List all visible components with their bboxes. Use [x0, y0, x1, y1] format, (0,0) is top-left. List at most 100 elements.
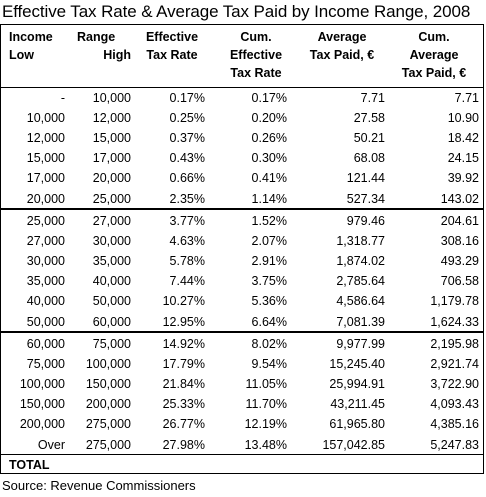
cell-cum-effective-rate: 13.48% [244, 437, 287, 452]
cell-income-low: 17,000 [26, 171, 65, 186]
cell-income-high: 100,000 [85, 357, 131, 372]
total-divider [1, 454, 483, 455]
cell-cum-average-tax: 2,921.74 [430, 357, 479, 372]
header-high: High [103, 48, 131, 62]
header-tax-rate: Tax Rate [146, 48, 198, 62]
cell-income-high: 40,000 [92, 274, 131, 289]
cell-income-low: 25,000 [26, 214, 65, 228]
header-low: Low [9, 48, 34, 62]
cell-average-tax: 979.46 [346, 214, 385, 228]
cell-income-low: 10,000 [26, 111, 65, 126]
cell-cum-average-tax: 1,624.33 [430, 314, 479, 329]
cell-cum-average-tax: 10.90 [447, 111, 479, 126]
cell-income-high: 35,000 [92, 254, 131, 269]
cell-income-high: 150,000 [85, 377, 131, 392]
table-row: 75,000 100,000 17.79% 9.54% 15,245.40 2,921.7… [1, 355, 483, 373]
tax-table: Income Range Low High Effective Tax Rate… [0, 24, 484, 474]
cell-effective-rate: 0.43% [169, 151, 205, 166]
cell-average-tax: 527.34 [346, 191, 385, 206]
header-cum-effective: Effective [229, 48, 283, 62]
cell-average-tax: 7.71 [360, 91, 385, 105]
table-row: 40,000 50,000 10.27% 5.36% 4,586.64 1,179.78 [1, 292, 483, 310]
cell-average-tax: 15,245.40 [329, 357, 385, 372]
cell-income-high: 27,000 [92, 214, 131, 228]
cell-effective-rate: 5.78% [169, 254, 205, 269]
cell-income-low: 20,000 [26, 191, 65, 206]
header-tax-paid: Tax Paid, € [309, 48, 375, 62]
header-cum-avg: Cum. [418, 30, 450, 44]
table-row: 30,000 35,000 5.78% 2.91% 1,874.02 493.29 [1, 252, 483, 270]
cell-income-high: 275,000 [85, 417, 131, 432]
header-effective: Effective [145, 30, 199, 44]
cell-effective-rate: 3.77% [169, 214, 205, 228]
cell-income-high: 10,000 [92, 91, 131, 105]
cell-cum-average-tax: 204.61 [440, 214, 479, 228]
table-row: 60,000 75,000 14.92% 8.02% 9,977.99 2,195.98 [1, 335, 483, 353]
cell-average-tax: 1,874.02 [336, 254, 385, 269]
cell-average-tax: 121.44 [346, 171, 385, 186]
cell-effective-rate: 4.63% [169, 234, 205, 249]
header-divider [1, 87, 483, 88]
cell-average-tax: 7,081.39 [336, 314, 385, 329]
cell-cum-average-tax: 3,722.90 [430, 377, 479, 392]
header-income: Income [9, 30, 53, 44]
table-row: 20,000 25,000 2.35% 1.14% 527.34 143.02 [1, 190, 483, 208]
cell-average-tax: 68.08 [353, 151, 385, 166]
cell-income-low: 15,000 [26, 151, 65, 166]
cell-cum-average-tax: 2,195.98 [430, 337, 479, 351]
header-cum-tax-paid: Tax Paid, € [401, 66, 467, 80]
cell-income-high: 12,000 [92, 111, 131, 126]
cell-income-high: 30,000 [92, 234, 131, 249]
cell-cum-average-tax: 18.42 [447, 131, 479, 146]
cell-average-tax: 4,586.64 [336, 294, 385, 309]
header-range: Range [77, 30, 116, 44]
cell-cum-average-tax: 1,179.78 [430, 294, 479, 309]
cell-cum-effective-rate: 0.41% [251, 171, 287, 186]
table-row: 10,000 12,000 0.25% 0.20% 27.58 10.90 [1, 109, 483, 127]
cell-average-tax: 9,977.99 [336, 337, 385, 351]
page-title: Effective Tax Rate & Average Tax Paid by… [2, 2, 471, 21]
header-cum-tax-rate: Tax Rate [230, 66, 282, 80]
cell-cum-average-tax: 5,247.83 [430, 437, 479, 452]
cell-cum-effective-rate: 3.75% [251, 274, 287, 289]
cell-average-tax: 61,965.80 [329, 417, 385, 432]
cell-cum-average-tax: 4,385.16 [430, 417, 479, 432]
cell-effective-rate: 12.95% [162, 314, 205, 329]
cell-income-high: 75,000 [92, 337, 131, 351]
cell-cum-effective-rate: 11.05% [245, 377, 287, 392]
cell-effective-rate: 21.84% [162, 377, 205, 392]
cell-cum-effective-rate: 1.14% [251, 191, 287, 206]
table-row: 100,000 150,000 21.84% 11.05% 25,994.91 3,722… [1, 375, 483, 393]
cell-cum-effective-rate: 6.64% [251, 314, 287, 329]
table-row: - 10,000 0.17% 0.17% 7.71 7.71 [1, 89, 483, 107]
table-row: 25,000 27,000 3.77% 1.52% 979.46 204.61 [1, 212, 483, 230]
table-row: 50,000 60,000 12.95% 6.64% 7,081.39 1,624.33 [1, 313, 483, 331]
cell-cum-average-tax: 706.58 [440, 274, 479, 289]
cell-income-low: - [60, 91, 65, 105]
cell-income-high: 200,000 [85, 397, 131, 412]
cell-income-high: 20,000 [92, 171, 131, 186]
cell-average-tax: 25,994.91 [329, 377, 385, 392]
cell-cum-effective-rate: 0.20% [251, 111, 287, 126]
cell-effective-rate: 25.33% [162, 397, 205, 412]
header-cum-average: Average [409, 48, 459, 62]
cell-effective-rate: 0.17% [169, 91, 205, 105]
cell-effective-rate: 17.79% [162, 357, 205, 372]
header-cum: Cum. [240, 30, 272, 44]
cell-effective-rate: 7.44% [169, 274, 205, 289]
table-header: Income Range Low High Effective Tax Rate… [1, 25, 483, 85]
cell-cum-effective-rate: 12.19% [244, 417, 287, 432]
cell-income-low: 60,000 [26, 337, 65, 351]
table-row: 35,000 40,000 7.44% 3.75% 2,785.64 706.58 [1, 272, 483, 290]
cell-cum-average-tax: 4,093.43 [430, 397, 479, 412]
header-average: Average [317, 30, 367, 44]
cell-income-high: 17,000 [92, 151, 131, 166]
cell-effective-rate: 10.27% [162, 294, 205, 309]
cell-income-low: 27,000 [26, 234, 65, 249]
cell-income-low: 12,000 [26, 131, 65, 146]
cell-income-low: 200,000 [19, 417, 65, 432]
cell-income-low: 50,000 [26, 314, 65, 329]
table-row: 12,000 15,000 0.37% 0.26% 50.21 18.42 [1, 129, 483, 147]
cell-cum-effective-rate: 5.36% [251, 294, 287, 309]
cell-income-high: 60,000 [92, 314, 131, 329]
